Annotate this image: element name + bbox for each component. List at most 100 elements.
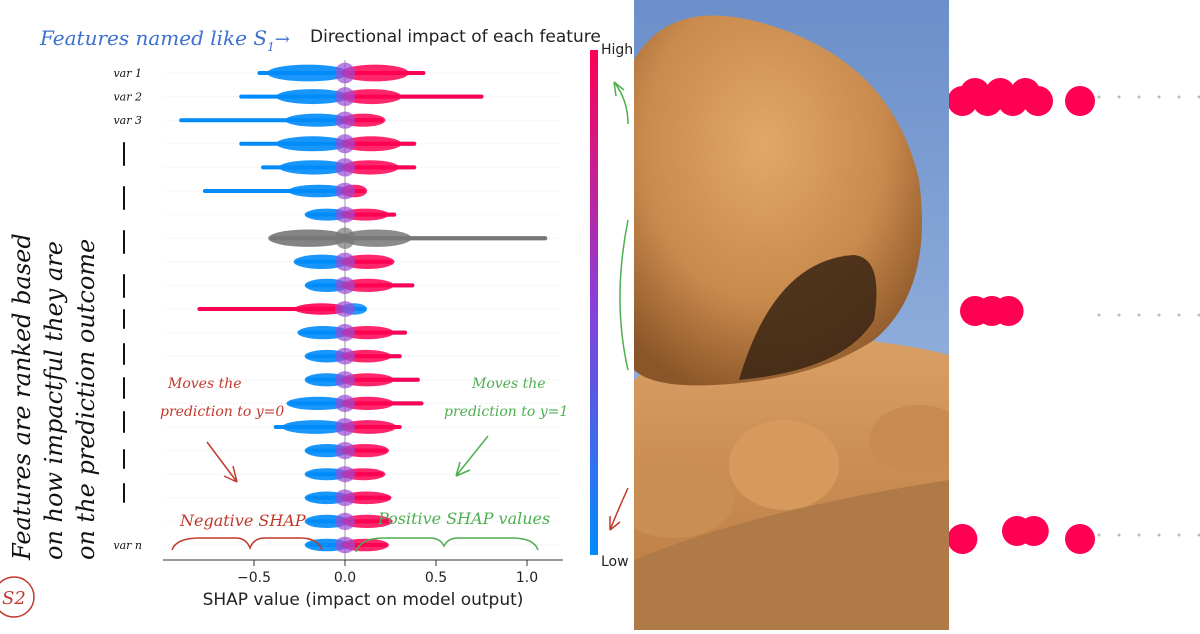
right-note-line1: Moves the bbox=[471, 376, 546, 392]
beeswarm-row bbox=[165, 207, 560, 223]
zoom-gridpoint bbox=[1098, 534, 1101, 537]
row-center bbox=[335, 87, 355, 106]
left-arrow bbox=[207, 442, 237, 482]
zoomed-dots-panel bbox=[949, 0, 1200, 630]
row-center bbox=[335, 277, 355, 294]
beeswarm-row bbox=[165, 277, 560, 294]
zoom-gridpoint bbox=[1118, 534, 1121, 537]
zoom-dot bbox=[1065, 86, 1095, 116]
beeswarm-row bbox=[165, 112, 560, 129]
row-center bbox=[335, 371, 355, 388]
zoom-gridpoint bbox=[1138, 534, 1141, 537]
neg-brace bbox=[172, 538, 322, 550]
colorbar-low-label: Low bbox=[601, 554, 629, 570]
x-axis-label: SHAP value (impact on model output) bbox=[203, 590, 524, 610]
row-center bbox=[335, 112, 355, 129]
right-arrow bbox=[456, 436, 488, 476]
x-ticks: −0.5 0.0 0.5 1.0 bbox=[237, 560, 538, 586]
feature-label: var n bbox=[113, 539, 142, 552]
row-center bbox=[335, 63, 355, 84]
svg-text:on the prediction outcome: on the prediction outcome bbox=[72, 239, 100, 560]
top-note: Features named like S1→ bbox=[39, 26, 290, 54]
feature-labels: var 1 var 2 var 3 var n bbox=[113, 67, 142, 552]
neg-shap-label: Negative SHAP bbox=[179, 511, 306, 530]
zoom-gridpoint bbox=[1178, 534, 1181, 537]
row-center bbox=[335, 134, 355, 153]
svg-text:Features are ranked based: Features are ranked based bbox=[8, 233, 36, 561]
zoom-dot bbox=[1065, 524, 1095, 554]
feature-label: var 3 bbox=[113, 114, 142, 127]
row-center bbox=[335, 324, 355, 341]
row-center bbox=[335, 442, 355, 459]
shap-beeswarm-chart: Features named like S1→ Directional impa… bbox=[0, 0, 634, 630]
row-center bbox=[335, 183, 355, 200]
zoom-dot bbox=[1023, 86, 1053, 116]
row-center bbox=[335, 395, 355, 412]
zoomed-dots-chart bbox=[949, 0, 1200, 630]
beeswarm-row bbox=[165, 348, 560, 365]
row-center bbox=[335, 301, 355, 316]
chart-title: Directional impact of each feature bbox=[310, 27, 601, 47]
row-center bbox=[335, 490, 355, 507]
row-center bbox=[335, 418, 355, 436]
zoom-gridpoint bbox=[1158, 96, 1161, 99]
x-tick-label: 1.0 bbox=[516, 570, 538, 586]
svg-text:on how impactful they are: on how impactful they are bbox=[40, 241, 68, 560]
beeswarm-row bbox=[165, 301, 560, 316]
beeswarm-row bbox=[165, 537, 560, 554]
zoom-dot bbox=[1019, 516, 1049, 546]
zoom-gridpoint bbox=[1178, 314, 1181, 317]
right-note-line2: prediction to y=1 bbox=[444, 404, 568, 420]
row-center bbox=[335, 253, 355, 271]
pos-shap-label: Positive SHAP values bbox=[377, 509, 550, 528]
x-tick-label: −0.5 bbox=[237, 570, 271, 586]
zoom-row bbox=[949, 516, 1200, 554]
badge-label: S2 bbox=[2, 588, 26, 609]
left-note-line1: Moves the bbox=[167, 376, 242, 392]
row-center bbox=[335, 158, 355, 176]
beeswarm-row bbox=[165, 466, 560, 482]
zoom-gridpoint bbox=[1178, 96, 1181, 99]
green-curve-mid bbox=[620, 220, 628, 370]
beeswarm-rows bbox=[165, 63, 560, 554]
beeswarm-row bbox=[165, 324, 560, 341]
zoom-gridpoint bbox=[1098, 96, 1101, 99]
beeswarm-row bbox=[165, 228, 560, 249]
zoom-gridpoint bbox=[1158, 534, 1161, 537]
row-center bbox=[335, 348, 355, 365]
zoom-dot bbox=[994, 296, 1024, 326]
feature-label: var 1 bbox=[113, 67, 142, 80]
beeswarm-row bbox=[165, 253, 560, 271]
beeswarm-row bbox=[165, 490, 560, 507]
shap-summary-panel: Features named like S1→ Directional impa… bbox=[0, 0, 634, 630]
zoom-gridpoint bbox=[1158, 314, 1161, 317]
x-tick-label: 0.0 bbox=[334, 570, 356, 586]
beeswarm-row bbox=[165, 87, 560, 106]
zoom-dot bbox=[949, 524, 977, 554]
row-center bbox=[335, 513, 355, 530]
zoom-row bbox=[949, 78, 1200, 116]
colorbar-high-label: High bbox=[601, 42, 633, 58]
colorbar bbox=[590, 50, 598, 555]
boulder-illustration bbox=[634, 0, 949, 630]
row-center bbox=[335, 207, 355, 223]
side-note: Features are ranked based on how impactf… bbox=[8, 233, 100, 561]
boulder-photo bbox=[634, 0, 949, 630]
zoom-gridpoint bbox=[1138, 314, 1141, 317]
left-note-line2: prediction to y=0 bbox=[160, 404, 284, 420]
zoom-gridpoint bbox=[1098, 314, 1101, 317]
row-center bbox=[335, 466, 355, 482]
zoom-gridpoint bbox=[1138, 96, 1141, 99]
beeswarm-row bbox=[165, 63, 560, 84]
beeswarm-row bbox=[165, 183, 560, 200]
row-center bbox=[335, 228, 355, 249]
beeswarm-row bbox=[165, 134, 560, 153]
zoom-gridpoint bbox=[1118, 314, 1121, 317]
x-tick-label: 0.5 bbox=[425, 570, 447, 586]
row-center bbox=[335, 537, 355, 554]
feature-label: var 2 bbox=[113, 91, 142, 104]
zoom-row bbox=[960, 296, 1200, 326]
beeswarm-row bbox=[165, 158, 560, 176]
zoom-gridpoint bbox=[1118, 96, 1121, 99]
beeswarm-row bbox=[165, 418, 560, 436]
